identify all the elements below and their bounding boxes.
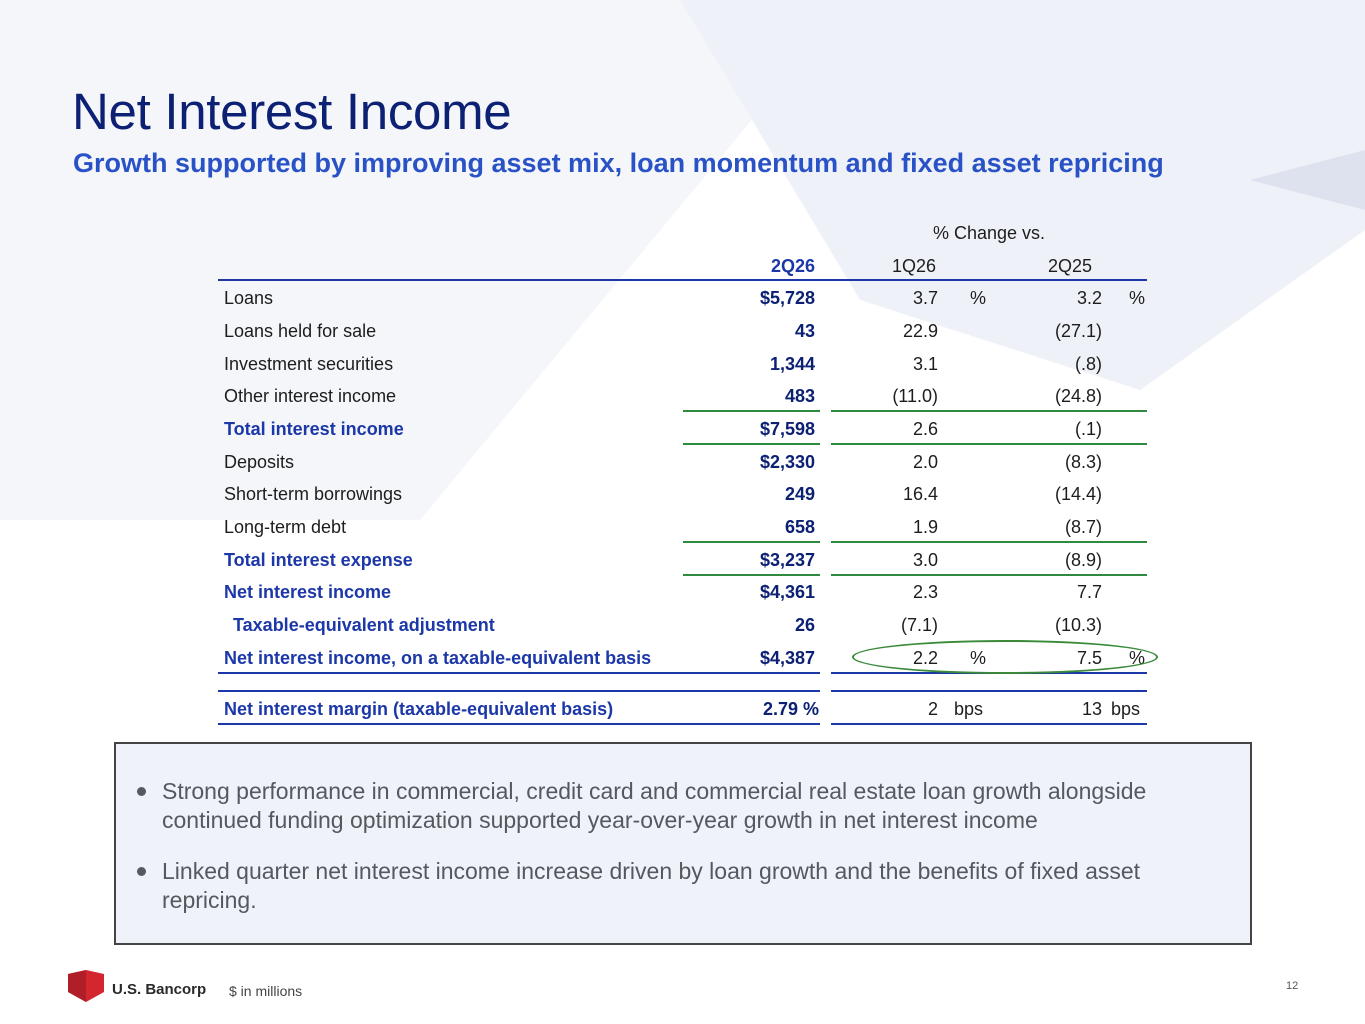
row-label: Total interest income <box>224 419 404 439</box>
col-header-2q26: 2Q26 <box>770 256 815 276</box>
brand-name: U.S. Bancorp <box>112 981 207 998</box>
row-change-q: 3.7 <box>912 288 938 308</box>
bullet-dot-icon <box>137 867 146 876</box>
page-number: 12 <box>1286 980 1299 992</box>
total-rule <box>218 672 820 674</box>
subtotal-rule <box>831 443 1147 445</box>
row-change-q: 2.3 <box>912 582 938 602</box>
row-value: $4,361 <box>759 582 815 602</box>
row-label: Long-term debt <box>224 517 347 537</box>
margin-top-rule <box>831 690 1147 692</box>
row-value: 1,344 <box>769 354 815 374</box>
col-header-1q26: 1Q26 <box>892 256 937 276</box>
row-unit-y: % <box>1129 288 1146 308</box>
row-change-y: (27.1) <box>1054 321 1102 341</box>
subtotal-rule <box>683 410 820 412</box>
margin-change-y: 13 <box>1081 699 1102 719</box>
row-value: 26 <box>794 615 815 635</box>
bullet-text: Strong performance in commercial, credit… <box>162 778 1147 833</box>
row-change-q: (7.1) <box>900 615 938 635</box>
row-unit-q: % <box>970 288 987 308</box>
header-rule <box>218 279 1147 281</box>
row-label: Investment securities <box>224 354 394 374</box>
subtotal-rule <box>683 541 820 543</box>
bullet-dot-icon <box>137 787 146 796</box>
row-change-q: 3.1 <box>912 354 938 374</box>
row-change-y: (8.9) <box>1064 550 1102 570</box>
margin-unit-y: bps <box>1111 699 1141 719</box>
row-change-y: (8.3) <box>1064 452 1102 472</box>
row-label: Total interest expense <box>224 550 413 570</box>
row-label: Short-term borrowings <box>224 484 403 504</box>
row-value: $2,330 <box>759 452 815 472</box>
row-change-q: 1.9 <box>912 517 938 537</box>
bullet-text: Linked quarter net interest income incre… <box>162 858 1141 913</box>
row-change-q: 3.0 <box>912 550 938 570</box>
row-value: $7,598 <box>759 419 815 439</box>
margin-value: 2.79 % <box>762 699 819 719</box>
commentary-box <box>114 742 1252 945</box>
row-value: $3,237 <box>759 550 815 570</box>
row-change-q: 22.9 <box>902 321 938 341</box>
row-change-y: (.8) <box>1075 354 1102 374</box>
subtotal-rule <box>683 574 820 576</box>
subtotal-rule <box>831 574 1147 576</box>
margin-change-q: 2 <box>927 699 938 719</box>
col-header-2q25: 2Q25 <box>1048 256 1093 276</box>
row-change-y: (24.8) <box>1054 386 1102 406</box>
row-label: Deposits <box>224 452 295 472</box>
row-change-y: 7.7 <box>1076 582 1102 602</box>
highlight-ellipse <box>852 640 1158 674</box>
row-value: 43 <box>794 321 815 341</box>
subtotal-rule <box>683 443 820 445</box>
margin-unit-q: bps <box>954 699 984 719</box>
row-value: 249 <box>784 484 815 504</box>
change-header: % Change vs. <box>933 223 1046 243</box>
row-change-y: 3.2 <box>1076 288 1102 308</box>
row-change-y: (.1) <box>1075 419 1102 439</box>
row-change-y: (14.4) <box>1054 484 1102 504</box>
footnote: $ in millions <box>229 983 303 999</box>
row-label: Loans <box>224 288 274 308</box>
row-change-q: 16.4 <box>902 484 938 504</box>
shield-logo-icon <box>68 970 104 1002</box>
row-value: $4,387 <box>759 648 815 668</box>
subtotal-rule <box>831 410 1147 412</box>
margin-top-rule <box>218 690 820 692</box>
page-subtitle: Growth supported by improving asset mix,… <box>73 148 1164 178</box>
row-label: Taxable-equivalent adjustment <box>233 615 495 635</box>
row-value: 658 <box>784 517 815 537</box>
margin-label: Net interest margin (taxable-equivalent … <box>224 699 614 719</box>
row-change-q: (11.0) <box>892 386 938 406</box>
row-change-y: (10.3) <box>1054 615 1102 635</box>
row-label: Loans held for sale <box>224 321 377 341</box>
row-label: Other interest income <box>224 386 397 406</box>
row-label: Net interest income <box>224 582 392 602</box>
page-title: Net Interest Income <box>72 83 512 140</box>
margin-bottom-rule <box>831 723 1147 725</box>
margin-bottom-rule <box>218 723 820 725</box>
subtotal-rule <box>831 541 1147 543</box>
row-change-q: 2.0 <box>912 452 938 472</box>
row-value: 483 <box>784 386 815 406</box>
row-change-q: 2.6 <box>912 419 938 439</box>
row-change-y: (8.7) <box>1064 517 1102 537</box>
row-label: Net interest income, on a taxable-equiva… <box>224 648 652 668</box>
row-value: $5,728 <box>759 288 815 308</box>
